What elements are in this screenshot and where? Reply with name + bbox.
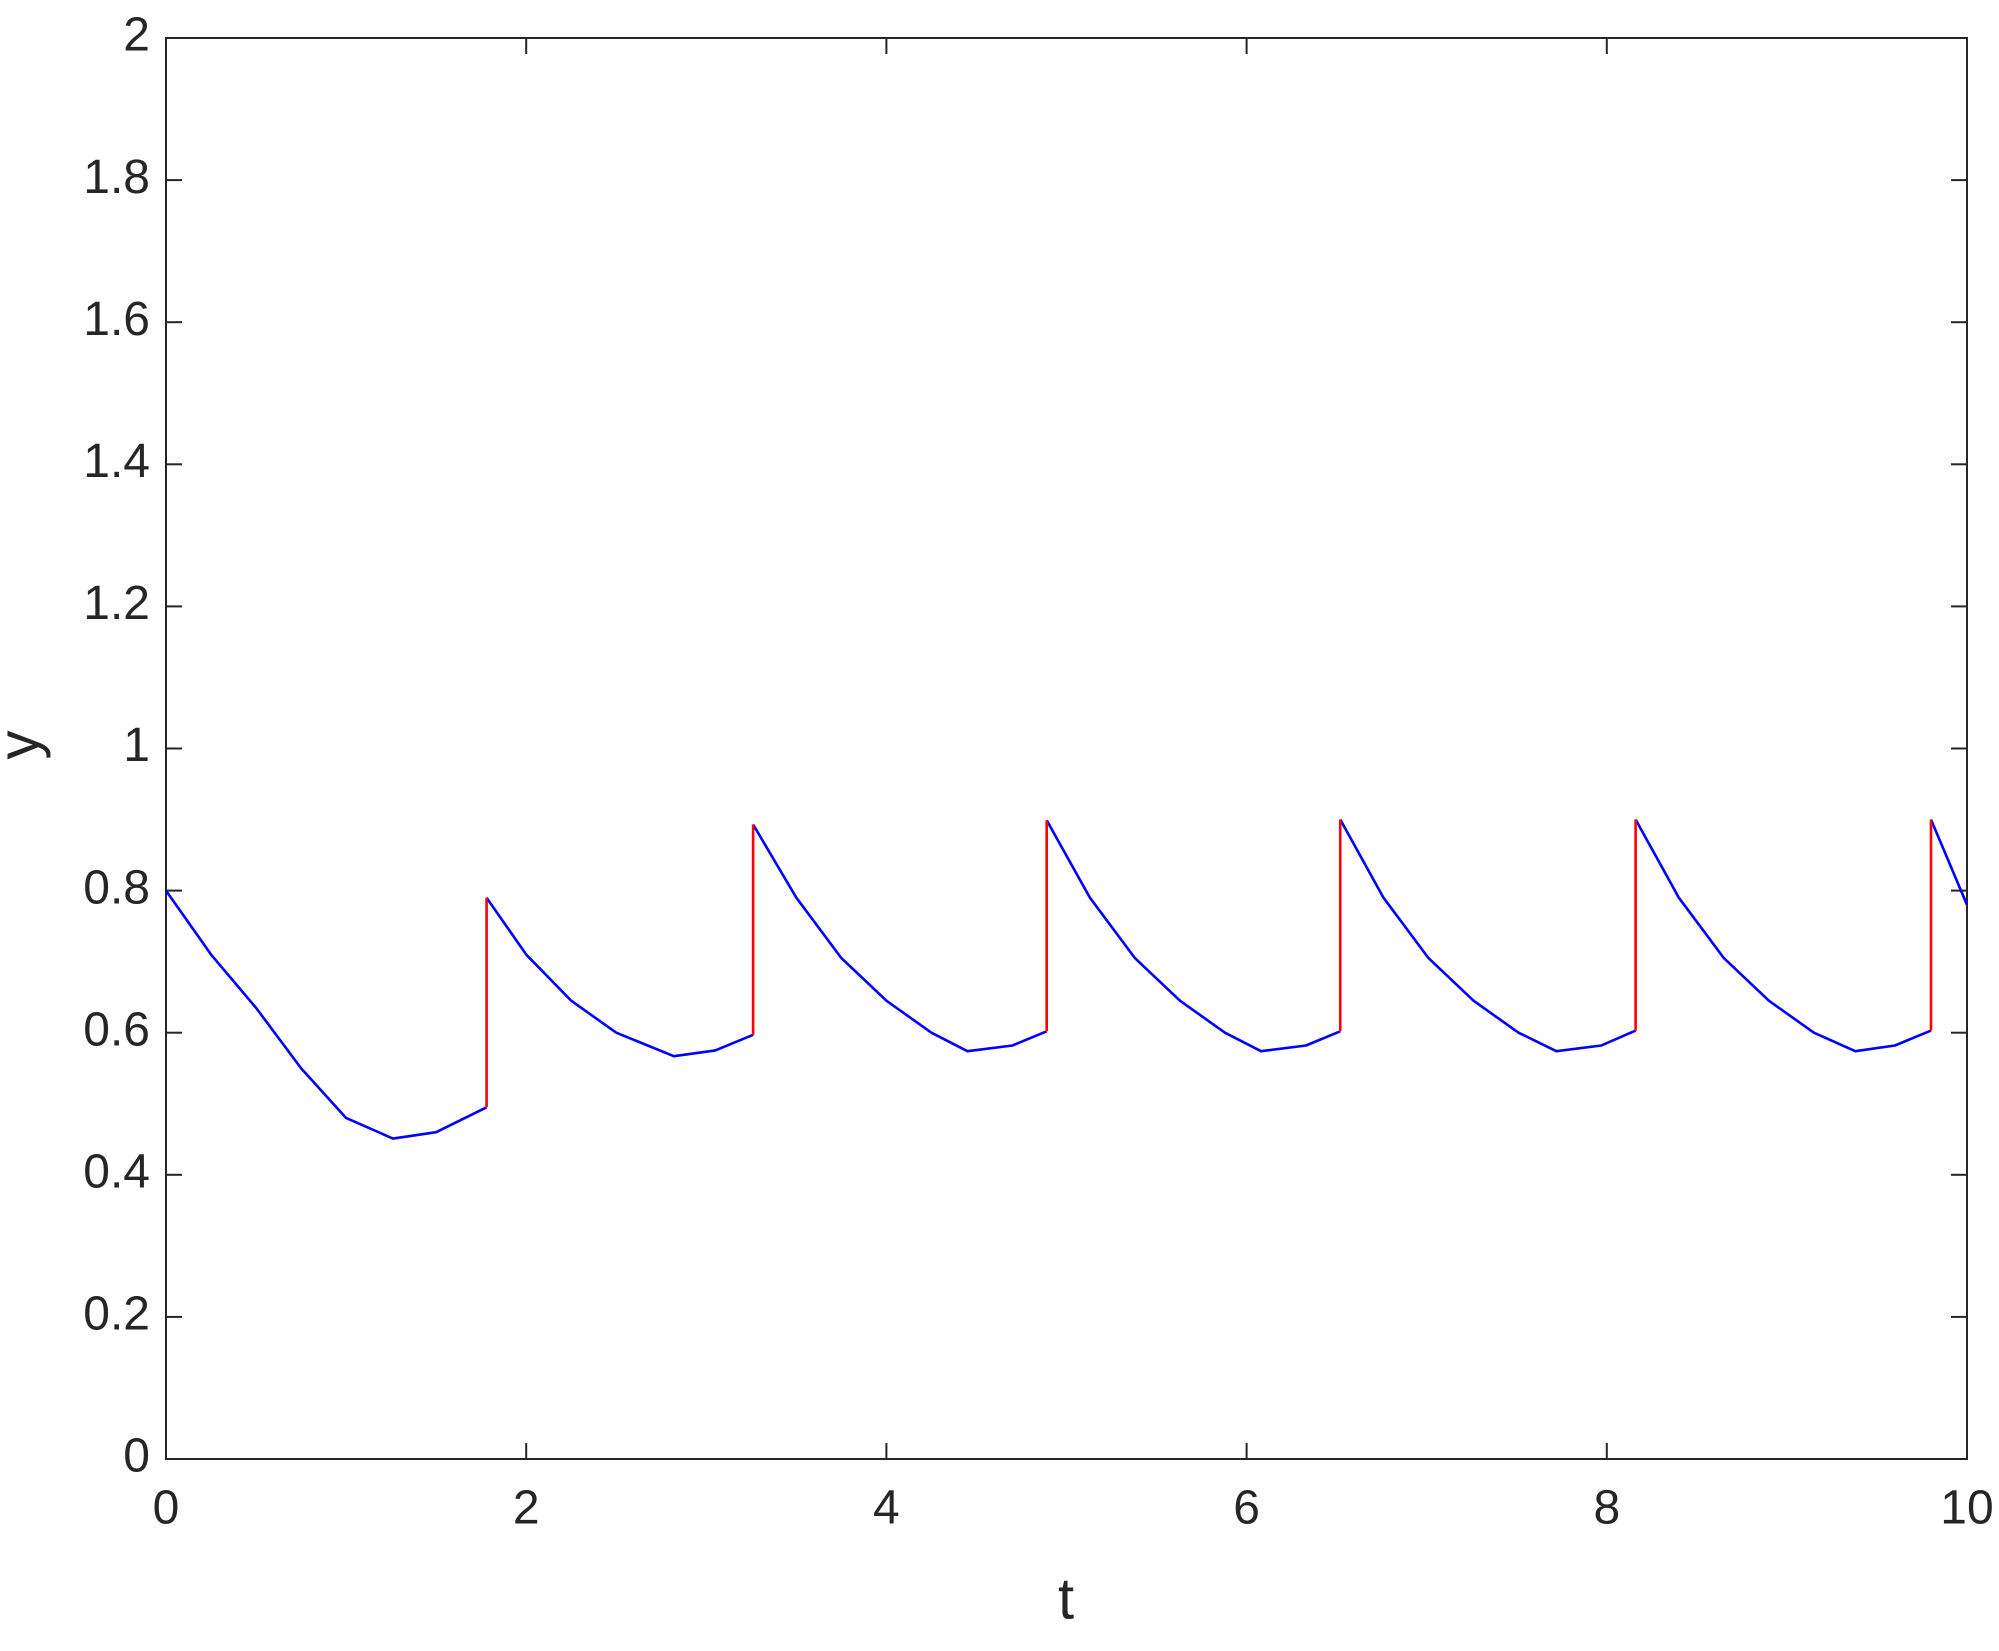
y-tick-label: 0.8 — [83, 861, 150, 914]
data-line — [164, 818, 1969, 1140]
x-tick-label: 0 — [153, 1482, 180, 1535]
y-tick-label: 2 — [123, 9, 150, 62]
y-tick-label: 0.4 — [83, 1145, 150, 1198]
x-tick-label: 6 — [1233, 1482, 1260, 1535]
x-tick-label: 2 — [513, 1482, 540, 1535]
x-tick-label: 10 — [1940, 1482, 1993, 1535]
y-tick-label: 0.2 — [83, 1288, 150, 1341]
data-line — [485, 819, 1933, 1108]
y-tick-label: 1 — [123, 719, 150, 772]
y-tick-label: 1.8 — [83, 151, 150, 204]
x-axis-label: t — [1058, 1566, 1074, 1631]
y-tick-label: 1.6 — [83, 293, 150, 346]
x-tick-label: 8 — [1593, 1482, 1620, 1535]
y-axis-label: y — [0, 731, 51, 760]
y-tick-label: 1.4 — [83, 435, 150, 488]
plot-area — [165, 37, 1968, 1460]
y-tick-label: 1.2 — [83, 577, 150, 630]
y-tick-label: 0.6 — [83, 1003, 150, 1056]
x-tick-label: 4 — [873, 1482, 900, 1535]
y-tick-label: 0 — [123, 1430, 150, 1483]
